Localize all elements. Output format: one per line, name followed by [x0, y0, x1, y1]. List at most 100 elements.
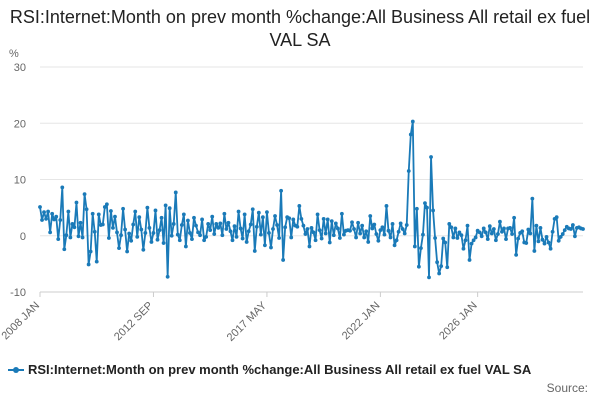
data-point[interactable] — [141, 247, 146, 252]
data-point[interactable] — [186, 218, 190, 223]
data-point[interactable] — [556, 238, 561, 243]
data-point[interactable] — [263, 243, 267, 248]
data-point[interactable] — [42, 210, 46, 215]
data-point[interactable] — [554, 215, 559, 220]
data-point[interactable] — [534, 223, 539, 228]
data-point[interactable] — [275, 223, 279, 227]
data-point[interactable] — [113, 214, 117, 219]
data-point[interactable] — [493, 238, 498, 243]
data-point[interactable] — [84, 207, 89, 212]
data-point[interactable] — [342, 232, 346, 237]
data-point[interactable] — [489, 231, 494, 236]
data-point[interactable] — [449, 225, 454, 230]
data-point[interactable] — [317, 228, 322, 233]
data-point[interactable] — [508, 225, 512, 230]
data-point[interactable] — [319, 236, 324, 241]
data-point[interactable] — [402, 231, 407, 236]
data-point[interactable] — [74, 200, 79, 205]
data-point[interactable] — [573, 234, 577, 239]
data-point[interactable] — [502, 226, 506, 231]
data-point[interactable] — [238, 226, 243, 231]
data-point[interactable] — [260, 215, 265, 220]
data-point[interactable] — [406, 169, 411, 173]
data-point[interactable] — [52, 217, 57, 222]
data-point[interactable] — [581, 227, 585, 231]
data-point[interactable] — [538, 225, 543, 230]
data-point[interactable] — [457, 230, 462, 235]
data-point[interactable] — [354, 235, 358, 240]
data-point[interactable] — [301, 223, 306, 228]
data-point[interactable] — [250, 207, 255, 212]
data-point[interactable] — [192, 215, 196, 220]
data-point[interactable] — [179, 223, 184, 227]
data-point[interactable] — [246, 229, 251, 234]
data-point[interactable] — [370, 226, 375, 231]
data-point[interactable] — [289, 235, 294, 240]
data-point[interactable] — [96, 212, 101, 217]
data-point[interactable] — [159, 215, 164, 220]
data-point[interactable] — [323, 231, 328, 236]
data-point[interactable] — [117, 246, 121, 251]
data-point[interactable] — [161, 241, 166, 245]
data-point[interactable] — [374, 232, 379, 236]
data-point[interactable] — [400, 227, 405, 231]
data-point[interactable] — [299, 216, 304, 221]
data-point[interactable] — [311, 230, 316, 235]
data-point[interactable] — [335, 226, 340, 231]
data-point[interactable] — [220, 233, 225, 238]
data-point[interactable] — [147, 225, 152, 230]
data-point[interactable] — [76, 234, 81, 239]
data-point[interactable] — [526, 227, 531, 232]
data-point[interactable] — [78, 220, 83, 225]
data-point[interactable] — [394, 238, 399, 243]
data-point[interactable] — [271, 227, 275, 231]
data-point[interactable] — [133, 209, 138, 214]
data-point[interactable] — [56, 237, 61, 242]
data-point[interactable] — [181, 212, 186, 217]
data-point[interactable] — [80, 235, 85, 240]
data-point[interactable] — [115, 230, 119, 235]
data-point[interactable] — [190, 237, 194, 242]
data-point[interactable] — [419, 246, 423, 251]
data-point[interactable] — [202, 238, 207, 243]
data-point[interactable] — [173, 190, 178, 195]
data-point[interactable] — [510, 232, 514, 236]
data-point[interactable] — [214, 222, 219, 226]
data-point[interactable] — [441, 236, 446, 241]
data-point[interactable] — [350, 220, 354, 225]
data-point[interactable] — [550, 229, 555, 234]
data-point[interactable] — [404, 223, 409, 227]
data-point[interactable] — [100, 222, 105, 227]
data-point[interactable] — [281, 258, 286, 262]
data-point[interactable] — [453, 226, 458, 231]
data-point[interactable] — [455, 236, 460, 240]
data-point[interactable] — [88, 249, 93, 254]
data-point[interactable] — [111, 225, 115, 230]
data-point[interactable] — [44, 216, 48, 221]
data-point[interactable] — [421, 232, 425, 237]
data-point[interactable] — [471, 238, 476, 243]
data-point[interactable] — [500, 229, 504, 234]
data-point[interactable] — [72, 225, 77, 230]
data-point[interactable] — [410, 119, 415, 124]
data-point[interactable] — [329, 219, 334, 224]
data-point[interactable] — [248, 222, 253, 227]
data-point[interactable] — [121, 206, 125, 211]
data-point[interactable] — [425, 205, 429, 210]
data-point[interactable] — [544, 234, 549, 239]
data-point[interactable] — [309, 225, 314, 230]
data-point[interactable] — [188, 231, 192, 235]
data-point[interactable] — [473, 235, 478, 240]
data-point[interactable] — [273, 214, 277, 218]
data-point[interactable] — [70, 222, 75, 226]
data-point[interactable] — [520, 229, 525, 234]
data-point[interactable] — [92, 229, 97, 234]
data-point[interactable] — [129, 238, 134, 243]
data-point[interactable] — [398, 221, 403, 226]
data-point[interactable] — [102, 205, 107, 209]
data-point[interactable] — [528, 231, 533, 236]
data-point[interactable] — [295, 224, 300, 229]
data-point[interactable] — [443, 240, 448, 245]
data-point[interactable] — [305, 227, 310, 231]
data-point[interactable] — [50, 211, 55, 216]
